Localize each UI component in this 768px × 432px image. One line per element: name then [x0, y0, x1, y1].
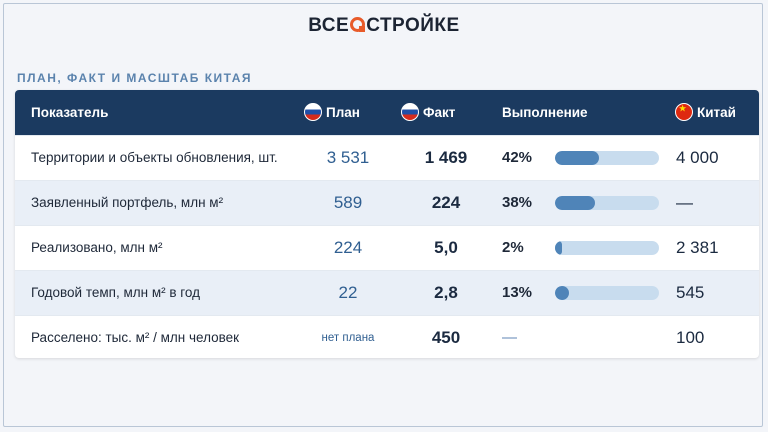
table-row: Годовой темп, млн м² в год 22 2,8 13% 545 — [15, 270, 759, 315]
row-plan-value: нет плана — [321, 332, 375, 344]
progress-track — [555, 286, 659, 300]
progress-track — [555, 196, 659, 210]
progress-fill — [555, 196, 595, 210]
logo-text-part2: СТРОЙКЕ — [366, 15, 460, 36]
progress-fill — [555, 151, 599, 165]
progress-track — [555, 241, 659, 255]
header-plan-text: План — [326, 105, 360, 120]
row-china-value: 100 — [676, 328, 705, 347]
row-china-value: 4 000 — [676, 148, 719, 167]
header-china: ★ Китай — [675, 90, 736, 135]
progress-track — [555, 151, 659, 165]
row-progress-bar — [555, 226, 659, 270]
header-plan: План — [304, 90, 360, 135]
row-completion-percent: 38% — [502, 194, 533, 211]
progress-fill — [555, 241, 562, 255]
row-china-value: 2 381 — [676, 238, 719, 257]
header-label: Показатель — [31, 105, 109, 120]
table-body: Территории и объекты обновления, шт. 3 53… — [15, 135, 759, 358]
table-subtitle: ПЛАН, ФАКТ И МАСШТАБ КИТАЯ — [17, 71, 253, 85]
header-fact-text: Факт — [423, 105, 456, 120]
row-plan-value: 224 — [333, 238, 363, 257]
row-label: Территории и объекты обновления, шт. — [31, 150, 278, 165]
table-row: Расселено: тыс. м² / млн человек нет план… — [15, 315, 759, 358]
page-frame — [3, 3, 763, 427]
logo-text-part1: ВСЕ — [308, 15, 350, 36]
russia-flag-icon — [401, 103, 419, 121]
table-row: Реализовано, млн м² 224 5,0 2% 2 381 — [15, 225, 759, 270]
table-header: Показатель План Факт Выполнение ★ Китай — [15, 90, 759, 135]
row-completion-percent: 13% — [502, 284, 533, 301]
row-plan-value: 22 — [338, 283, 358, 302]
logo-mark-icon — [350, 17, 366, 32]
row-completion-percent: 42% — [502, 149, 533, 166]
header-completion: Выполнение — [502, 105, 588, 120]
russia-flag-icon — [304, 103, 322, 121]
comparison-table: Показатель План Факт Выполнение ★ Китай Т… — [15, 90, 759, 358]
table-row: Территории и объекты обновления, шт. 3 53… — [15, 135, 759, 180]
row-china-value: — — [676, 193, 693, 212]
row-fact-value: 224 — [431, 193, 461, 212]
row-progress-bar — [555, 271, 659, 315]
row-completion-percent: 2% — [502, 239, 524, 256]
header-china-text: Китай — [697, 105, 736, 120]
row-plan-value: 3 531 — [326, 148, 370, 167]
row-fact-value: 5,0 — [434, 238, 458, 257]
china-flag-icon: ★ — [675, 103, 693, 121]
row-china-value: 545 — [676, 283, 705, 302]
progress-fill — [555, 286, 569, 300]
row-progress-bar — [555, 136, 659, 180]
row-label: Заявленный портфель, млн м² — [31, 195, 224, 210]
row-label: Реализовано, млн м² — [31, 240, 163, 255]
row-fact-value: 450 — [431, 328, 461, 347]
row-progress-bar — [555, 181, 659, 225]
row-label: Годовой темп, млн м² в год — [31, 285, 200, 300]
row-completion-percent: — — [502, 329, 517, 346]
row-fact-value: 1 469 — [424, 148, 468, 167]
row-fact-value: 2,8 — [434, 283, 458, 302]
row-plan-value: 589 — [333, 193, 363, 212]
table-row: Заявленный портфель, млн м² 589 224 38% — — [15, 180, 759, 225]
header-fact: Факт — [401, 90, 455, 135]
logo: ВСЕ СТРОЙКЕ — [0, 15, 768, 37]
row-label: Расселено: тыс. м² / млн человек — [31, 330, 240, 345]
